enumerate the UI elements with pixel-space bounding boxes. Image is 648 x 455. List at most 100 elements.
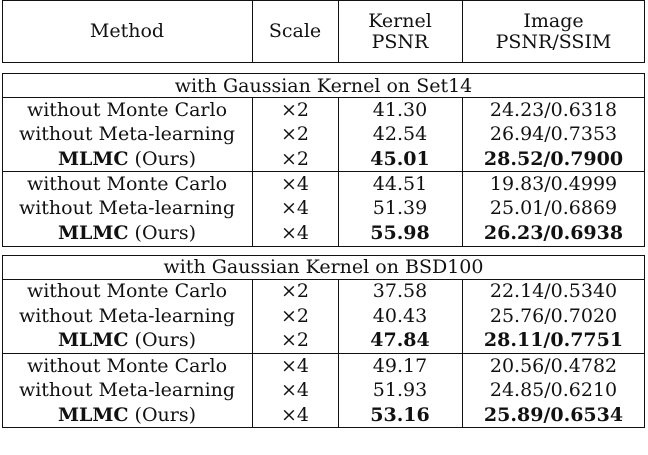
kernel-psnr-value: 53.16 xyxy=(370,403,430,426)
kernel-psnr-cell: 37.58 xyxy=(338,280,462,304)
scale-cell: ×4 xyxy=(252,197,338,221)
row-group: without Monte Carlo ×4 44.51 19.83/0.4999 wi… xyxy=(2,172,645,247)
method-cell: without Meta-learning xyxy=(2,378,252,402)
kernel-psnr-value: 51.39 xyxy=(372,197,428,220)
table-row: without Monte Carlo ×4 44.51 19.83/0.4999 xyxy=(2,172,645,197)
row-group: without Monte Carlo ×4 49.17 20.56/0.4782 wi… xyxy=(2,353,645,429)
table-row: without Monte Carlo ×4 49.17 20.56/0.4782 xyxy=(2,353,645,379)
method-cell: MLMC (Ours) xyxy=(2,147,252,171)
image-psnr-ssim-cell: 26.94/0.7353 xyxy=(462,122,645,146)
image-psnr-ssim-value: 25.89/0.6534 xyxy=(483,403,624,426)
table-row: without Meta-learning ×4 51.93 24.85/0.6210 xyxy=(2,378,645,403)
scale-value: ×2 xyxy=(280,147,309,170)
section-title-row: with Gaussian Kernel on Set14 xyxy=(2,74,645,98)
kernel-psnr-value: 51.93 xyxy=(372,379,428,402)
section-title-row: with Gaussian Kernel on BSD100 xyxy=(2,255,645,280)
image-psnr-ssim-cell: 24.23/0.6318 xyxy=(462,98,645,122)
scale-cell: ×4 xyxy=(252,403,338,427)
image-psnr-ssim-cell: 25.76/0.7020 xyxy=(462,304,645,328)
table-row: without Meta-learning ×2 42.54 26.94/0.7353 xyxy=(2,122,645,147)
method-name-bold: MLMC xyxy=(57,221,129,244)
table-row: without Meta-learning ×2 40.43 25.76/0.7020 xyxy=(2,304,645,329)
header-method: Method xyxy=(2,1,252,62)
kernel-psnr-cell: 45.01 xyxy=(338,147,462,171)
method-name-bold: MLMC xyxy=(57,403,129,426)
kernel-psnr-cell: 40.43 xyxy=(338,304,462,328)
scale-value: ×4 xyxy=(280,354,309,377)
image-psnr-ssim-cell: 20.56/0.4782 xyxy=(462,354,645,378)
scale-cell: ×4 xyxy=(252,221,338,245)
scale-cell: ×2 xyxy=(252,280,338,304)
kernel-psnr-cell: 49.17 xyxy=(338,354,462,378)
method-name: without Meta-learning xyxy=(18,379,236,402)
kernel-psnr-value: 49.17 xyxy=(372,354,428,377)
table-row: without Monte Carlo ×2 37.58 22.14/0.5340 xyxy=(2,279,645,305)
method-cell: without Monte Carlo xyxy=(2,98,252,122)
header-image-line2: PSNR/SSIM xyxy=(495,30,612,53)
method-name: without Meta-learning xyxy=(18,123,236,146)
kernel-psnr-cell: 53.16 xyxy=(338,403,462,427)
method-name: without Meta-learning xyxy=(18,304,236,327)
image-psnr-ssim-cell: 26.23/0.6938 xyxy=(462,221,645,245)
method-cell: without Meta-learning xyxy=(2,122,252,146)
method-name-suffix: (Ours) xyxy=(128,329,197,352)
section-title: with Gaussian Kernel on BSD100 xyxy=(163,256,484,279)
scale-cell: ×2 xyxy=(252,304,338,328)
table-body: with Gaussian Kernel on Set14 without Mon… xyxy=(2,63,645,429)
header-method-label: Method xyxy=(89,20,165,43)
scale-cell: ×4 xyxy=(252,354,338,378)
kernel-psnr-value: 45.01 xyxy=(370,147,430,170)
method-cell: without Monte Carlo xyxy=(2,172,252,196)
table-row: MLMC (Ours) ×4 55.98 26.23/0.6938 xyxy=(2,221,645,246)
scale-value: ×4 xyxy=(280,403,309,426)
kernel-psnr-value: 37.58 xyxy=(372,280,428,303)
method-cell: without Meta-learning xyxy=(2,197,252,221)
method-name-bold: MLMC xyxy=(57,147,129,170)
header-scale-label: Scale xyxy=(268,20,322,43)
scale-cell: ×4 xyxy=(252,172,338,196)
image-psnr-ssim-value: 26.23/0.6938 xyxy=(483,221,624,244)
scale-cell: ×2 xyxy=(252,147,338,171)
scale-cell: ×2 xyxy=(252,122,338,146)
method-cell: MLMC (Ours) xyxy=(2,221,252,245)
scale-cell: ×2 xyxy=(252,98,338,122)
image-psnr-ssim-cell: 24.85/0.6210 xyxy=(462,378,645,402)
kernel-psnr-cell: 41.30 xyxy=(338,98,462,122)
table-row: without Monte Carlo ×2 41.30 24.23/0.6318 xyxy=(2,98,645,123)
header-image-psnr-ssim: Image PSNR/SSIM xyxy=(462,1,645,62)
scale-value: ×2 xyxy=(280,304,309,327)
method-name: without Monte Carlo xyxy=(26,173,228,196)
scale-value: ×2 xyxy=(280,280,309,303)
table-row: MLMC (Ours) ×2 47.84 28.11/0.7751 xyxy=(2,328,645,353)
scale-value: ×4 xyxy=(280,221,309,244)
table-row: MLMC (Ours) ×4 53.16 25.89/0.6534 xyxy=(2,402,645,428)
image-psnr-ssim-value: 20.56/0.4782 xyxy=(489,354,618,377)
method-cell: without Monte Carlo xyxy=(2,354,252,378)
image-psnr-ssim-cell: 19.83/0.4999 xyxy=(462,172,645,196)
scale-value: ×2 xyxy=(280,329,309,352)
row-group: without Monte Carlo ×2 37.58 22.14/0.5340 wi… xyxy=(2,279,645,354)
header-kernel-line2: PSNR xyxy=(371,30,429,53)
section-gap xyxy=(2,63,645,74)
section-title: with Gaussian Kernel on Set14 xyxy=(174,74,473,97)
method-name: without Monte Carlo xyxy=(26,280,228,303)
table-row: MLMC (Ours) ×2 45.01 28.52/0.7900 xyxy=(2,146,645,172)
method-name: without Monte Carlo xyxy=(26,98,228,121)
image-psnr-ssim-value: 25.01/0.6869 xyxy=(489,197,618,220)
method-name: without Meta-learning xyxy=(18,197,236,220)
image-psnr-ssim-value: 19.83/0.4999 xyxy=(489,173,618,196)
scale-value: ×4 xyxy=(280,197,309,220)
image-psnr-ssim-value: 24.23/0.6318 xyxy=(489,98,618,121)
header-scale: Scale xyxy=(252,1,338,62)
scale-value: ×4 xyxy=(280,173,309,196)
method-name-suffix: (Ours) xyxy=(128,147,197,170)
scale-value: ×4 xyxy=(280,379,309,402)
image-psnr-ssim-value: 28.52/0.7900 xyxy=(483,147,624,170)
image-psnr-ssim-value: 26.94/0.7353 xyxy=(489,123,618,146)
header-kernel-line1: Kernel xyxy=(368,9,432,32)
kernel-psnr-cell: 51.39 xyxy=(338,197,462,221)
kernel-psnr-value: 41.30 xyxy=(372,98,428,121)
kernel-psnr-cell: 44.51 xyxy=(338,172,462,196)
kernel-psnr-cell: 42.54 xyxy=(338,122,462,146)
header-kernel-psnr: Kernel PSNR xyxy=(338,1,462,62)
